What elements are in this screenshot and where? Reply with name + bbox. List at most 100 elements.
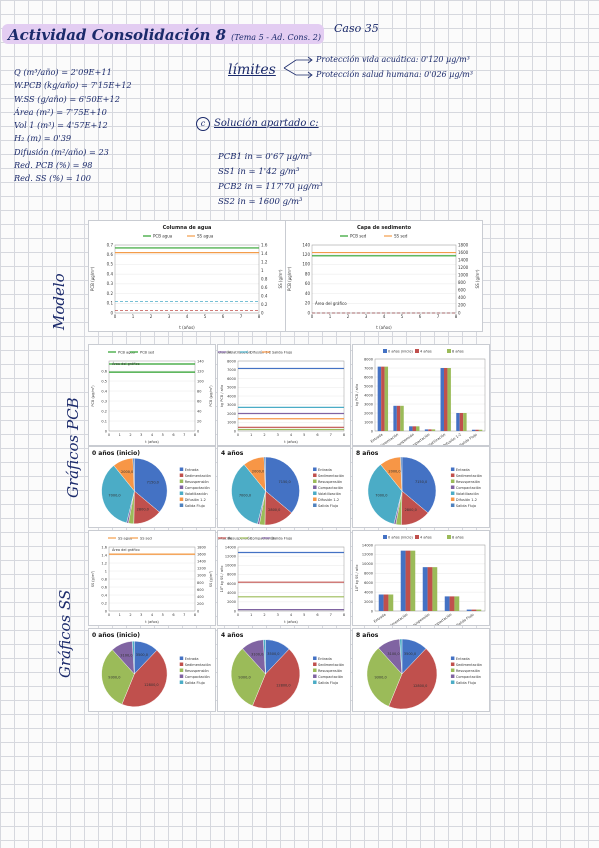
y-tick-label: 0 (105, 609, 107, 613)
limit-aquatic: Protección vida acuática: 0'120 µg/m³ (316, 55, 470, 64)
chart-title: 4 años (221, 450, 244, 457)
y2-tick-label: 0 (197, 429, 199, 433)
y-tick-label: 0 (307, 310, 310, 315)
y-tick-label: 8000 (227, 359, 236, 363)
y2-tick-label: 400 (458, 295, 466, 300)
y-tick-label: 3000 (364, 402, 373, 406)
chart-pcb-pie-0: 0 años (inicio) 7150,0 2800,0 7000,0 2000,0 E… (88, 446, 216, 528)
input-line: Vol 1 (m³) = 4'57E+12 (14, 120, 108, 131)
x-tick-label: 8 (258, 314, 261, 319)
bar (405, 550, 411, 611)
bar (424, 429, 429, 431)
slice-label: 7150,0 (415, 480, 427, 484)
chart-svg: 4 años 3500,0 12800,0 9300,0 3100,0 Entrada Se… (221, 632, 344, 709)
legend-swatch (450, 479, 455, 483)
y-tick-label: 1.4 (101, 553, 107, 557)
y-tick-label: 12000 (225, 554, 236, 558)
x-tick-label: 7 (183, 433, 185, 437)
slice-label: 9300,0 (108, 676, 120, 680)
legend-swatch (447, 535, 451, 539)
y-tick-label: 8000 (364, 572, 373, 576)
y2-tick-label: 80 (197, 389, 201, 393)
plot-area (108, 546, 196, 612)
x-tick-label: 0 (108, 613, 110, 617)
y2-axis-label: SS (g/m³) (475, 269, 480, 288)
chart-title: Columna de agua (163, 225, 212, 231)
x-tick-label: 6 (316, 613, 318, 617)
legend-label: 4 años (420, 536, 432, 540)
x-tick-label: 1 (119, 613, 121, 617)
input-line: Red. SS (%) = 100 (14, 173, 91, 184)
legend-label: Difusión 1-2 (250, 350, 271, 354)
chart-title: Capa de sedimento (357, 225, 412, 231)
legend-swatch (313, 497, 317, 501)
x-tick-label: 2 (129, 613, 131, 617)
y-axis-label: PCB (µg/m³) (90, 266, 95, 291)
chart-modelo-agua: Columna de agua PCB agua SS agua 0 0.1 0.2 0.3… (88, 220, 286, 332)
legend-label: 0 años (inicio) (388, 350, 413, 354)
y-tick-label: 2000 (227, 600, 236, 604)
legend-label: Compactación (318, 675, 343, 679)
y-tick-label: 0.3 (107, 281, 114, 286)
y-tick-label: 14000 (225, 545, 236, 549)
legend-swatch (450, 503, 455, 507)
y-tick-label: 1.2 (101, 561, 107, 565)
y-tick-label: 14000 (362, 543, 373, 547)
legend-label: Resuspensión (456, 480, 480, 484)
x-tick-label: 4 (290, 613, 293, 617)
x-tick-label: 3 (277, 433, 279, 437)
bar (478, 429, 483, 431)
legend-swatch (179, 473, 184, 477)
legend-label: Resuspensión (185, 669, 209, 673)
case-number: Caso 35 (334, 22, 379, 35)
legend-label: Compactación (456, 675, 481, 679)
slice-label: 3500,0 (267, 652, 279, 656)
y2-tick-label: 1600 (197, 552, 206, 556)
slice-label: 12800,0 (144, 683, 158, 687)
y-tick-label: 6000 (364, 375, 373, 379)
slice-label: 7150,0 (279, 480, 291, 484)
legend-label: Salida Flujo (185, 504, 205, 508)
x-tick-label: 7 (183, 613, 185, 617)
legend-swatch (179, 491, 184, 495)
x-tick-label: 5 (401, 314, 404, 319)
section-label-ss: Gráficos SS (56, 589, 74, 678)
chart-svg: PCB agua PCB sed00.10.20.30.40.50.6020406… (91, 350, 213, 444)
legend-swatch (450, 473, 455, 477)
legend-swatch (179, 680, 184, 684)
legend-label: 4 años (420, 350, 432, 354)
x-tick-label: 8 (343, 613, 345, 617)
x-tick-label: 4 (151, 433, 154, 437)
legend-label: Volatilización (318, 492, 341, 496)
slice-label: 3100,0 (387, 652, 399, 656)
bar (422, 567, 428, 611)
result-line: SS1 in = 1'42 g/m³ (218, 167, 300, 177)
y-axis-label: 10⁹ kg SS / año (355, 565, 359, 592)
result-line: PCB1 in = 0'67 µg/m³ (218, 152, 312, 162)
input-data-list: Q (m³/año) = 2'09E+11 W.PCB (kg/año) = 7… (14, 66, 132, 186)
y2-axis-label: SS (g/m³) (278, 269, 283, 288)
y2-tick-label: 800 (458, 280, 466, 285)
y-tick-label: 0.1 (101, 419, 107, 423)
y2-tick-label: 0 (197, 609, 199, 613)
legend-label: Sedimentación (456, 474, 482, 478)
legend-swatch (179, 668, 184, 672)
legend-swatch (179, 467, 184, 471)
chart-svg: 8 años 7150,0 2800,0 7000,0 2000,0 Entrada Sed… (356, 450, 482, 526)
x-tick-label: 7 (240, 314, 243, 319)
chart-modelo-sedimento: Capa de sedimento PCB sed SS sed 0 20 40 60 80 1… (285, 220, 483, 332)
y-tick-label: 4000 (364, 590, 373, 594)
pie-slice (401, 456, 437, 514)
pie-slice (252, 648, 301, 709)
legend-swatch (313, 680, 317, 684)
x-tick-label: 8 (194, 613, 196, 617)
chart-svg: 0 años (inicio) 4 años 8 años 0 1000 2000 3000… (355, 349, 486, 445)
chart-ss-concentration: SS agua SS sed 0 0.2 0.4 0.6 0.8 1 1.2 1.4 1.6 0 200… (88, 530, 216, 626)
legend-swatch (447, 349, 451, 353)
y-tick-label: 4000 (227, 591, 236, 595)
legend-label: Salida Flujo (318, 681, 338, 685)
legend-swatch (383, 535, 387, 539)
pie-slice (400, 456, 403, 492)
slice-label: 7000,0 (108, 493, 120, 497)
